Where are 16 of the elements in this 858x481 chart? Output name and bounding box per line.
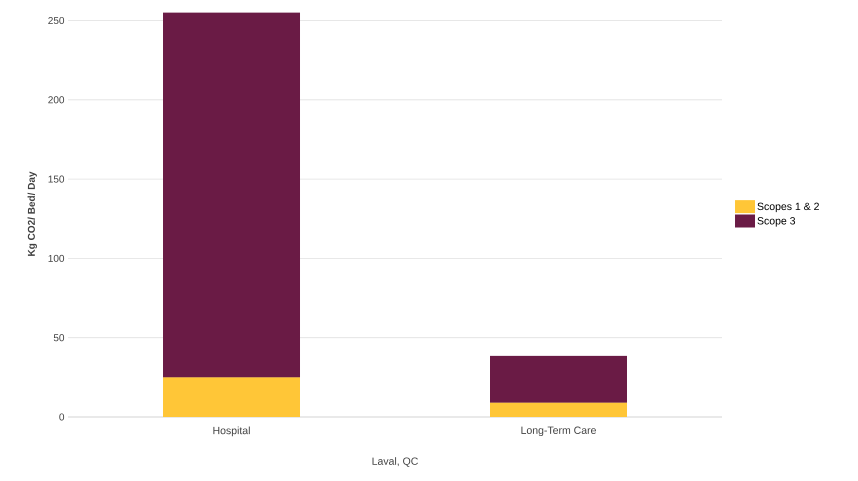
legend-label: Scopes 1 & 2 [757,202,819,212]
y-tick-label: 250 [48,16,64,24]
bar [163,12,300,378]
x-tick-label: Hospital [213,426,250,436]
y-tick-label: 200 [48,96,64,104]
y-tick-label: 50 [54,334,64,342]
legend-label: Scope 3 [757,217,796,227]
bar [163,377,300,417]
bar [490,402,628,417]
y-axis-title: Kg CO2/ Bed/ Day [28,172,37,256]
y-tick-label: 0 [59,413,64,421]
y-tick-label: 100 [48,254,64,262]
x-tick-label: Long-Term Care [521,426,596,436]
bar [490,356,628,403]
x-axis-title: Laval, QC [372,457,418,467]
y-tick-label: 150 [48,176,64,183]
